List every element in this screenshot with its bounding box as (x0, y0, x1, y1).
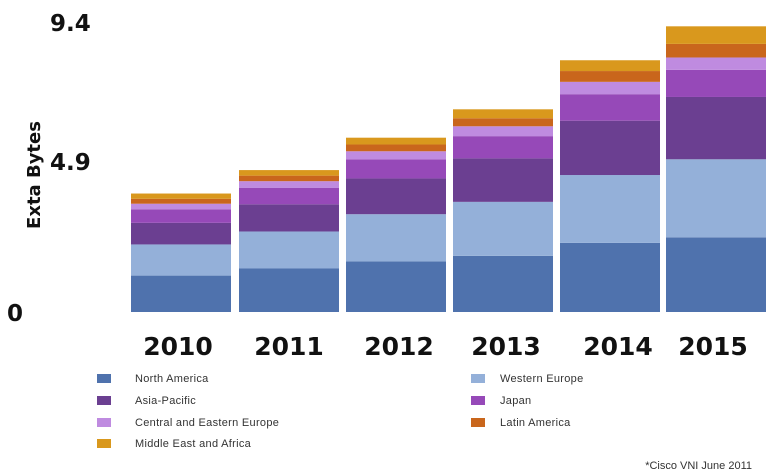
bar-segment-japan-2011 (239, 187, 339, 205)
legend-swatch-central-and-eastern-europe (97, 418, 111, 427)
bar-segment-latin-america-2011 (239, 175, 339, 182)
legend-label-north-america: North America (135, 373, 209, 385)
bar-segment-western-europe-2013 (453, 201, 553, 256)
legend-label-central-and-eastern-europe: Central and Eastern Europe (135, 417, 279, 429)
bar-segment-north-america-2015 (666, 237, 766, 312)
legend-swatch-middle-east-and-africa (97, 439, 111, 448)
bar-segment-north-america-2011 (239, 268, 339, 312)
bar-segment-japan-2014 (560, 94, 660, 121)
legend-swatch-japan (471, 396, 485, 405)
bar-segment-central-and-eastern-europe-2014 (560, 81, 660, 95)
legend-label-latin-america: Latin America (500, 417, 571, 429)
bar-segment-latin-america-2013 (453, 118, 553, 127)
legend-swatch-north-america (97, 374, 111, 383)
bar-segment-western-europe-2010 (131, 244, 231, 276)
bar-segment-asia-pacific-2011 (239, 204, 339, 232)
x-tick-label: 2012 (364, 332, 434, 361)
bar-segment-middle-east-and-africa-2014 (560, 60, 660, 72)
legend-label-japan: Japan (500, 395, 531, 407)
bar-segment-asia-pacific-2010 (131, 222, 231, 245)
y-axis: 0 4.9 9.4 (7, 11, 91, 327)
y-tick-label: 4.9 (50, 150, 91, 176)
bar-group-2013 (453, 109, 553, 312)
legend: North America Western Europe Asia-Pacific J… (97, 373, 583, 450)
bar-segment-north-america-2013 (453, 255, 553, 312)
bar-group-2010 (131, 193, 231, 312)
bar-segment-japan-2015 (666, 69, 766, 97)
bar-segment-asia-pacific-2014 (560, 120, 660, 176)
bar-segment-latin-america-2010 (131, 198, 231, 204)
bar-group-2012 (346, 137, 446, 312)
bar-group-2011 (239, 170, 339, 312)
legend-label-asia-pacific: Asia-Pacific (135, 395, 196, 407)
x-axis: 2010 2011 2012 2013 2014 2015 (143, 332, 748, 361)
bar-segment-latin-america-2012 (346, 144, 446, 152)
bar-segment-asia-pacific-2015 (666, 96, 766, 160)
bar-segment-middle-east-and-africa-2012 (346, 137, 446, 145)
legend-label-middle-east-and-africa: Middle East and Africa (135, 438, 252, 450)
bar-segment-latin-america-2014 (560, 71, 660, 82)
bars (131, 26, 766, 312)
legend-swatch-asia-pacific (97, 396, 111, 405)
bar-group-2015 (666, 26, 766, 312)
x-tick-label: 2015 (678, 332, 748, 361)
bar-segment-asia-pacific-2013 (453, 158, 553, 202)
y-tick-label: 0 (7, 301, 23, 327)
bar-segment-central-and-eastern-europe-2011 (239, 181, 339, 188)
bar-segment-north-america-2012 (346, 261, 446, 312)
x-tick-label: 2010 (143, 332, 213, 361)
bar-segment-asia-pacific-2012 (346, 178, 446, 215)
x-tick-label: 2013 (471, 332, 541, 361)
bar-segment-north-america-2014 (560, 242, 660, 312)
bar-segment-western-europe-2012 (346, 214, 446, 262)
bar-segment-japan-2010 (131, 209, 231, 223)
legend-swatch-western-europe (471, 374, 485, 383)
bar-segment-middle-east-and-africa-2011 (239, 170, 339, 176)
bar-segment-central-and-eastern-europe-2012 (346, 151, 446, 160)
bar-segment-japan-2012 (346, 159, 446, 179)
bar-segment-western-europe-2014 (560, 175, 660, 243)
bar-segment-western-europe-2011 (239, 231, 339, 269)
x-tick-label: 2014 (583, 332, 653, 361)
bar-segment-western-europe-2015 (666, 159, 766, 238)
bar-segment-latin-america-2015 (666, 43, 766, 58)
bar-segment-middle-east-and-africa-2013 (453, 109, 553, 119)
bar-segment-central-and-eastern-europe-2013 (453, 126, 553, 137)
bar-group-2014 (560, 60, 660, 312)
bar-segment-central-and-eastern-europe-2015 (666, 57, 766, 70)
legend-swatch-latin-america (471, 418, 485, 427)
x-tick-label: 2011 (254, 332, 324, 361)
bar-segment-middle-east-and-africa-2015 (666, 26, 766, 44)
y-tick-label: 9.4 (50, 11, 91, 37)
y-axis-label: Exta Bytes (24, 121, 45, 229)
bar-segment-japan-2013 (453, 136, 553, 159)
source-note: *Cisco VNI June 2011 (645, 460, 752, 472)
legend-label-western-europe: Western Europe (500, 373, 583, 385)
bar-segment-north-america-2010 (131, 275, 231, 312)
bar-segment-middle-east-and-africa-2010 (131, 193, 231, 199)
bar-segment-central-and-eastern-europe-2010 (131, 203, 231, 210)
